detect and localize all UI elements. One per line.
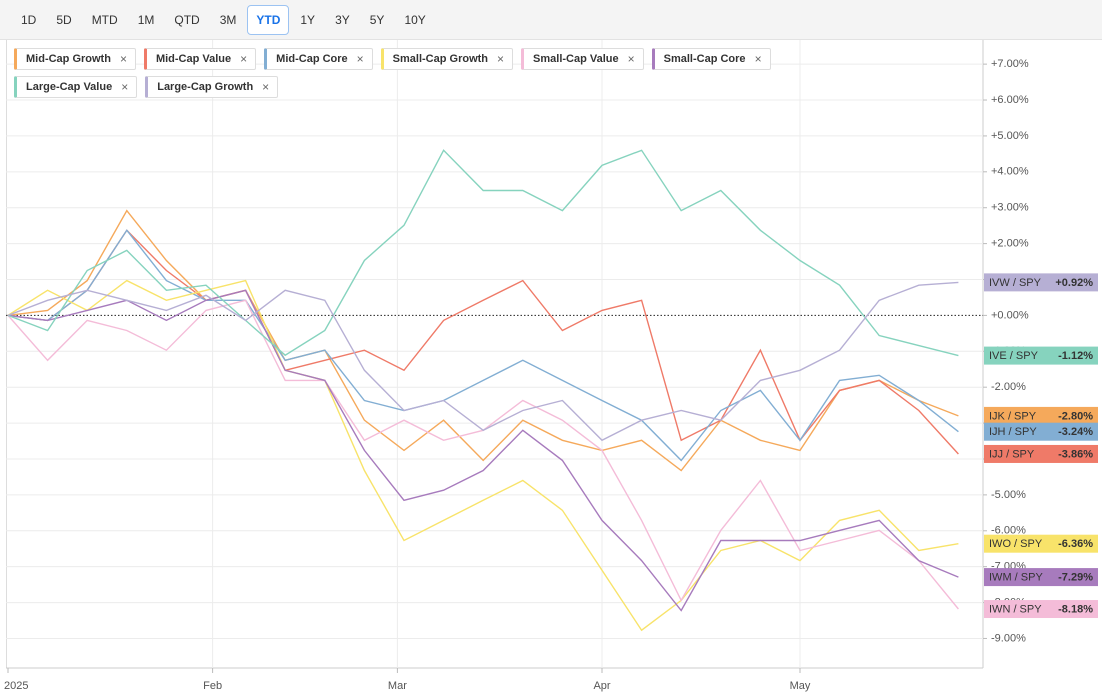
legend-label: Small-Cap Core xyxy=(663,53,746,65)
legend-chip: Small-Cap Value × xyxy=(521,48,644,70)
legend-label: Small-Cap Value xyxy=(533,53,619,65)
x-tick-label: Mar xyxy=(388,680,407,692)
remove-button[interactable]: × xyxy=(356,52,364,66)
x-tick-label: Apr xyxy=(593,680,610,692)
y-tick-label: -2.00% xyxy=(991,381,1026,393)
series-line xyxy=(7,279,959,632)
series-line xyxy=(7,149,959,357)
range-button[interactable]: 5D xyxy=(56,12,72,27)
end-label-bg xyxy=(984,346,1098,365)
end-label: IWM / SPY -7.29% xyxy=(984,568,1098,587)
series-line xyxy=(7,281,959,442)
legend-label: Small-Cap Growth xyxy=(392,53,489,65)
end-label-ticker: IWO / SPY xyxy=(989,538,1043,550)
range-button[interactable]: 5Y xyxy=(369,12,385,27)
end-label-ticker: IWN / SPY xyxy=(989,603,1042,615)
legend-label: Large-Cap Growth xyxy=(157,81,254,93)
end-label-bg xyxy=(984,568,1098,587)
end-label-ticker: IJK / SPY xyxy=(989,410,1037,422)
legend-chip: Large-Cap Value × xyxy=(14,76,138,98)
legend-chip: Mid-Cap Core × xyxy=(264,48,373,70)
end-label: IJK / SPY -2.80% xyxy=(984,406,1098,425)
legend-label: Mid-Cap Growth xyxy=(26,53,111,65)
y-tick-label: -5.00% xyxy=(991,489,1026,501)
range-button[interactable]: QTD xyxy=(174,12,200,27)
range-button[interactable]: 1D xyxy=(21,12,37,27)
legend-chip: Mid-Cap Value × xyxy=(143,48,257,70)
remove-button[interactable]: × xyxy=(754,52,762,66)
end-label: IWO / SPY -6.36% xyxy=(984,534,1098,553)
end-label-ticker: IJJ / SPY xyxy=(989,448,1035,460)
x-tick-label: 2025 xyxy=(4,680,28,692)
end-label-value: -3.24% xyxy=(1058,426,1093,438)
end-label-bg xyxy=(984,534,1098,553)
end-label: IWN / SPY -8.18% xyxy=(984,600,1098,619)
remove-button[interactable]: × xyxy=(121,80,129,94)
legend-chip: Large-Cap Growth × xyxy=(145,76,279,98)
end-label-ticker: IWM / SPY xyxy=(989,571,1043,583)
end-label-ticker: IVW / SPY xyxy=(989,277,1042,289)
end-label-value: -7.29% xyxy=(1058,571,1093,583)
range-button[interactable]: YTD xyxy=(247,4,290,35)
x-tick-label: Feb xyxy=(203,680,222,692)
y-tick-label: +4.00% xyxy=(991,166,1029,178)
end-label-value: -1.12% xyxy=(1058,350,1093,362)
legend-label: Mid-Cap Core xyxy=(276,53,348,65)
end-label: IJJ / SPY -3.86% xyxy=(984,444,1098,463)
end-label: IVW / SPY +0.92% xyxy=(984,273,1098,292)
legend-chip: Small-Cap Growth × xyxy=(380,48,514,70)
y-tick-label: -6.00% xyxy=(991,525,1026,537)
range-button[interactable]: 1M xyxy=(137,12,155,27)
series-line xyxy=(7,289,959,612)
end-label: IVE / SPY -1.12% xyxy=(984,346,1098,365)
remove-button[interactable]: × xyxy=(240,52,248,66)
end-label-value: -2.80% xyxy=(1058,410,1093,422)
y-tick-label: -9.00% xyxy=(991,632,1026,644)
y-tick-label: +6.00% xyxy=(991,94,1029,106)
end-label-value: -8.18% xyxy=(1058,603,1093,615)
series-line xyxy=(7,229,959,462)
x-tick-label: May xyxy=(790,680,811,692)
remove-button[interactable]: × xyxy=(262,80,270,94)
end-label-bg xyxy=(984,600,1098,619)
y-tick-label: +3.00% xyxy=(991,202,1029,214)
range-button[interactable]: 1Y xyxy=(300,12,316,27)
y-tick-label: +7.00% xyxy=(991,58,1029,70)
end-label: IJH / SPY -3.24% xyxy=(984,422,1098,441)
legend-chip: Mid-Cap Growth × xyxy=(14,48,136,70)
legend-chip: Small-Cap Core × xyxy=(651,48,771,70)
end-label-value: -6.36% xyxy=(1058,538,1093,550)
y-tick-label: +5.00% xyxy=(991,130,1029,142)
legend-label: Mid-Cap Value xyxy=(155,53,232,65)
range-button[interactable]: MTD xyxy=(91,12,118,27)
remove-button[interactable]: × xyxy=(497,52,505,66)
y-tick-label: +0.00% xyxy=(991,309,1029,321)
end-label-value: -3.86% xyxy=(1058,448,1093,460)
range-button[interactable]: 3Y xyxy=(335,12,350,27)
end-label-ticker: IJH / SPY xyxy=(989,426,1037,438)
end-label-bg xyxy=(984,406,1098,425)
end-label-bg xyxy=(984,444,1098,463)
end-label-bg xyxy=(984,422,1098,441)
legend: Mid-Cap Growth × Mid-Cap Value × Mid-Cap Cor… xyxy=(14,48,804,98)
end-label-value: +0.92% xyxy=(1055,277,1093,289)
legend-label: Large-Cap Value xyxy=(26,81,113,93)
remove-button[interactable]: × xyxy=(627,52,635,66)
end-label-bg xyxy=(984,273,1098,292)
range-button[interactable]: 3M xyxy=(219,12,237,27)
range-bar: 1D 5D MTD 1M QTD 3M YTD 1Y 3Y 5Y 10Y xyxy=(0,0,1102,40)
end-label-ticker: IVE / SPY xyxy=(989,350,1039,362)
range-button[interactable]: 10Y xyxy=(404,12,426,27)
series-line xyxy=(7,299,959,610)
series-line xyxy=(7,209,959,472)
y-tick-label: +2.00% xyxy=(991,238,1029,250)
remove-button[interactable]: × xyxy=(119,52,127,66)
